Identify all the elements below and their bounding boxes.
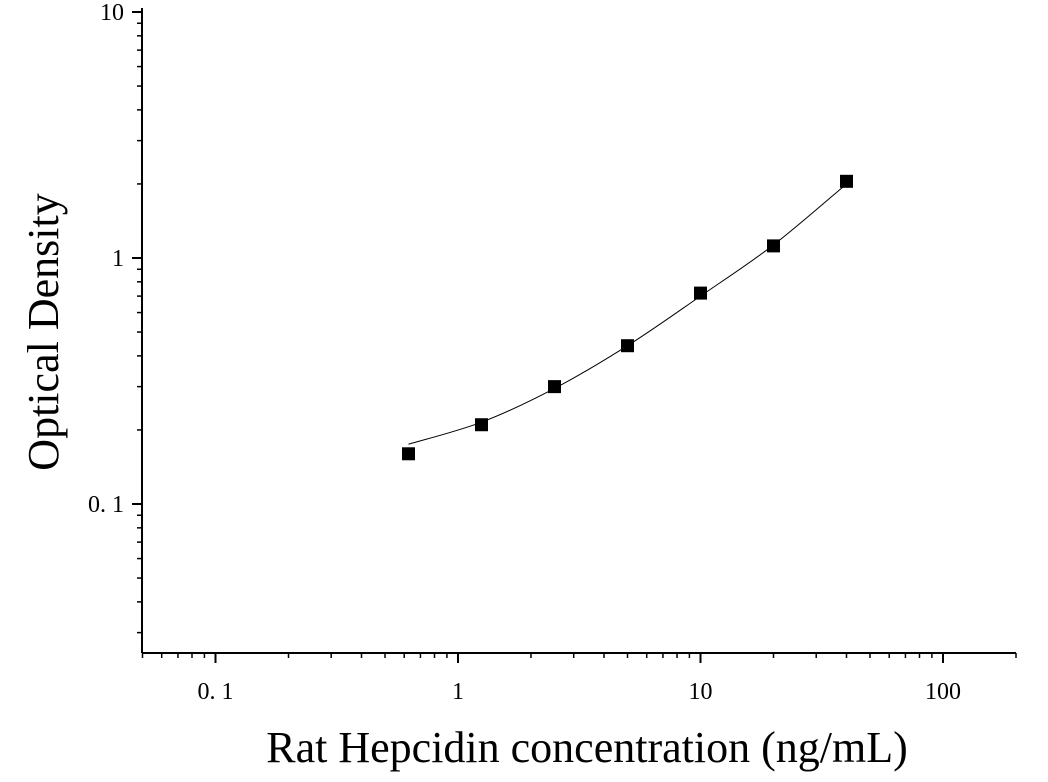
- x-ticks: [141, 653, 1017, 663]
- data-point: [402, 447, 416, 461]
- data-point: [475, 418, 489, 432]
- y-tick-labels: 0. 1 1 10: [88, 0, 124, 518]
- y-axis-title: Optical Density: [19, 193, 68, 470]
- x-tick-label: 0. 1: [198, 679, 234, 705]
- y-tick-label: 1: [112, 246, 124, 272]
- data-point: [621, 339, 635, 353]
- data-point: [694, 286, 707, 300]
- data-points: [402, 174, 853, 461]
- data-point: [766, 239, 780, 253]
- x-tick-label: 100: [925, 679, 961, 705]
- data-point: [548, 380, 562, 394]
- x-tick-labels: 0. 1 1 10 100: [198, 679, 962, 705]
- y-tick-label: 0. 1: [88, 492, 124, 518]
- fit-curve-line: [408, 183, 847, 445]
- y-tick-label: 10: [100, 0, 124, 26]
- axes: [141, 8, 1016, 654]
- data-point: [839, 174, 853, 188]
- y-ticks: [132, 11, 142, 634]
- x-tick-label: 1: [452, 679, 464, 705]
- x-tick-label: 10: [689, 679, 713, 705]
- x-axis-title: Rat Hepcidin concentration (ng/mL): [266, 723, 907, 772]
